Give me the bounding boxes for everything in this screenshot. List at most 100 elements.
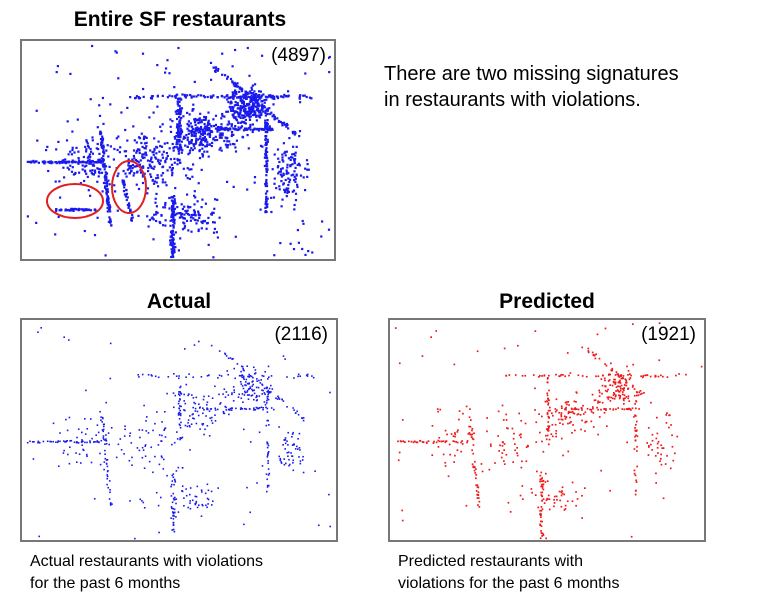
scatter-point — [560, 373, 563, 376]
scatter-point — [91, 136, 94, 139]
scatter-point — [256, 96, 259, 99]
scatter-point — [93, 498, 96, 500]
scatter-point — [216, 128, 219, 131]
scatter-point — [209, 61, 213, 64]
scatter-point — [141, 456, 144, 459]
scatter-point — [171, 142, 174, 146]
scatter-point — [258, 90, 261, 93]
scatter-point — [97, 159, 100, 162]
scatter-point — [127, 205, 130, 208]
scatter-point — [603, 411, 606, 414]
scatter-point — [647, 427, 650, 429]
scatter-point — [231, 392, 233, 394]
scatter-point — [63, 336, 65, 338]
scatter-point — [543, 502, 546, 504]
scatter-point — [458, 410, 461, 412]
scatter-point — [173, 195, 176, 198]
scatter-point — [672, 459, 675, 462]
scatter-point — [249, 375, 251, 377]
scatter-point — [180, 214, 183, 217]
scatter-point — [129, 208, 132, 212]
scatter-point — [468, 425, 470, 428]
scatter-point — [539, 514, 542, 517]
scatter-point — [59, 196, 62, 199]
scatter-point — [172, 226, 175, 229]
scatter-point — [267, 451, 270, 453]
scatter-point — [102, 437, 105, 439]
scatter-point — [178, 423, 181, 426]
scatter-point — [590, 420, 593, 423]
scatter-point — [141, 373, 144, 376]
scatter-point — [258, 104, 261, 107]
scatter-point — [621, 393, 624, 396]
scatter-point — [176, 163, 179, 166]
scatter-point — [474, 472, 477, 474]
scatter-point — [473, 469, 476, 472]
scatter-point — [560, 491, 563, 494]
scatter-point — [40, 327, 42, 329]
scatter-point — [186, 122, 189, 126]
scatter-point — [590, 410, 593, 413]
scatter-point — [660, 458, 662, 460]
scatter-point — [283, 93, 286, 96]
scatter-point — [255, 406, 258, 409]
scatter-point — [158, 434, 161, 436]
scatter-point — [206, 497, 209, 500]
scatter-point — [251, 388, 253, 391]
scatter-point — [202, 132, 205, 135]
scatter-point — [177, 511, 180, 513]
scatter-point — [625, 384, 628, 387]
scatter-point — [148, 218, 151, 222]
scatter-point — [179, 438, 181, 441]
scatter-point — [125, 193, 128, 196]
scatter-point — [615, 408, 617, 411]
scatter-point — [82, 449, 85, 452]
scatter-point — [623, 403, 625, 405]
scatter-point — [625, 379, 627, 381]
scatter-point — [620, 384, 623, 387]
scatter-point — [617, 390, 619, 392]
scatter-point — [176, 102, 179, 105]
scatter-point — [562, 423, 564, 426]
scatter-point — [26, 441, 29, 444]
scatter-point — [282, 142, 285, 145]
scatter-point — [544, 481, 547, 483]
scatter-point — [173, 483, 175, 486]
scatter-point — [104, 439, 106, 442]
scatter-point — [247, 375, 250, 378]
scatter-point — [214, 127, 217, 130]
scatter-point — [260, 406, 263, 409]
scatter-point — [403, 441, 406, 443]
scatter-point — [450, 433, 453, 435]
scatter-point — [180, 405, 182, 408]
scatter-point — [153, 213, 156, 216]
scatter-point — [301, 247, 304, 251]
scatter-point — [281, 174, 284, 177]
scatter-point — [208, 126, 211, 130]
scatter-point — [77, 159, 81, 162]
scatter-point — [97, 148, 100, 151]
scatter-point — [287, 190, 290, 193]
scatter-point — [461, 443, 464, 445]
scatter-point — [471, 429, 473, 432]
caption-actual: Actual restaurants with violations for t… — [30, 551, 350, 595]
scatter-point — [242, 401, 244, 403]
scatter-point — [203, 395, 205, 398]
scatter-point — [250, 97, 253, 100]
scatter-point — [176, 158, 179, 161]
scatter-point — [166, 154, 169, 158]
scatter-point — [66, 429, 69, 432]
scatter-point — [244, 110, 247, 113]
scatter-point — [594, 357, 597, 360]
scatter-point — [563, 415, 566, 418]
scatter-point — [175, 146, 178, 149]
scatter-point — [537, 506, 540, 509]
scatter-point — [243, 378, 245, 380]
scatter-point — [197, 228, 200, 231]
scatter-point — [180, 393, 183, 395]
scatter-point — [197, 182, 200, 185]
scatter-point — [540, 494, 543, 496]
scatter-point — [308, 96, 312, 99]
scatter-point — [249, 386, 252, 388]
scatter-point — [231, 358, 233, 360]
